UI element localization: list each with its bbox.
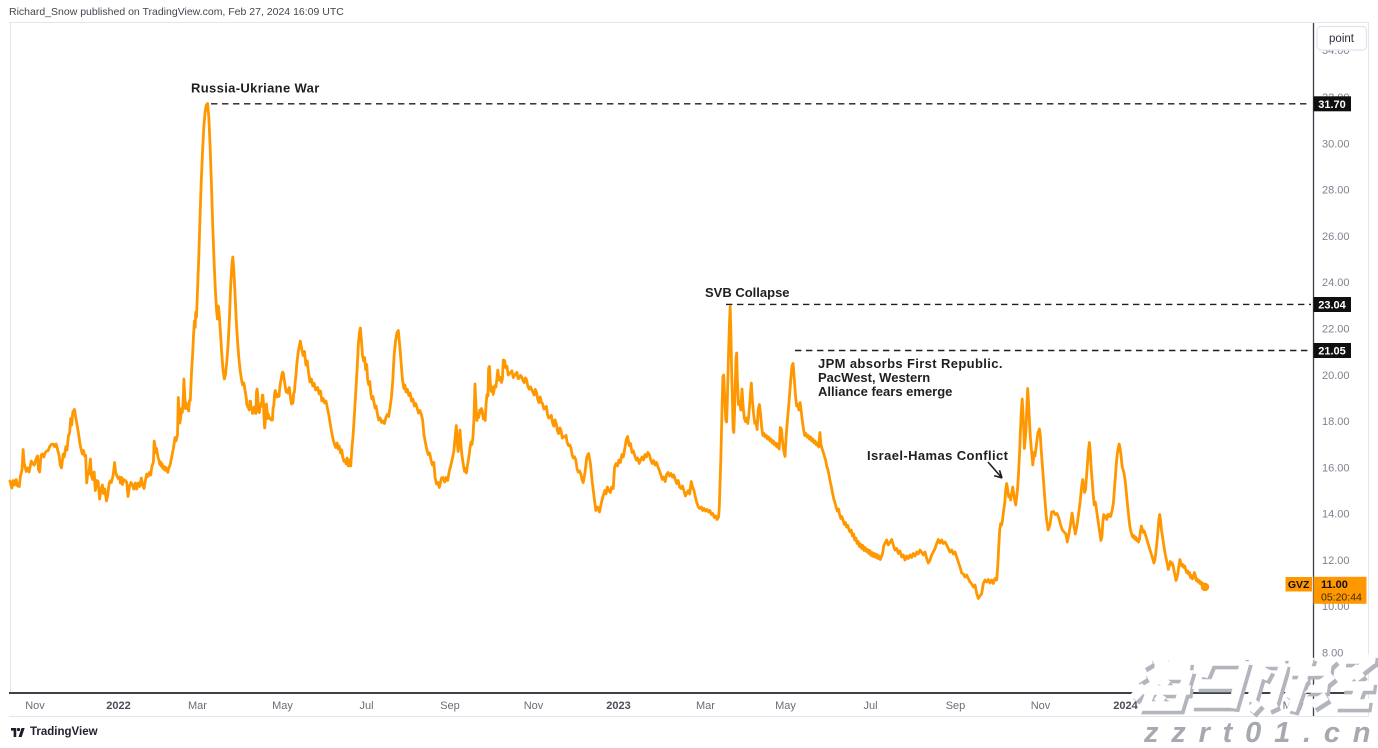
svg-text:18.00: 18.00 — [1322, 416, 1350, 428]
svg-text:14.00: 14.00 — [1322, 509, 1350, 521]
svg-text:31.70: 31.70 — [1318, 99, 1346, 111]
svg-text:2023: 2023 — [606, 700, 630, 712]
svg-text:GVZ: GVZ — [1288, 579, 1310, 591]
svg-text:Alliance fears emerge: Alliance fears emerge — [818, 384, 952, 399]
svg-text:JPM absorbs First Republic.: JPM absorbs First Republic. — [818, 356, 1003, 371]
svg-text:2022: 2022 — [106, 700, 130, 712]
svg-text:28.00: 28.00 — [1322, 185, 1350, 197]
svg-text:24.00: 24.00 — [1322, 277, 1350, 289]
svg-text:05:20:44: 05:20:44 — [1321, 592, 1362, 604]
svg-text:Mar: Mar — [188, 700, 207, 712]
svg-text:16.00: 16.00 — [1322, 462, 1350, 474]
svg-text:26.00: 26.00 — [1322, 231, 1350, 243]
svg-text:Jul: Jul — [359, 700, 373, 712]
svg-text:Sep: Sep — [440, 700, 460, 712]
svg-text:30.00: 30.00 — [1322, 138, 1350, 150]
svg-text:20.00: 20.00 — [1322, 370, 1350, 382]
svg-text:May: May — [272, 700, 293, 712]
svg-text:May: May — [775, 700, 796, 712]
svg-text:Sep: Sep — [946, 700, 966, 712]
svg-text:Nov: Nov — [524, 700, 544, 712]
svg-text:12.00: 12.00 — [1322, 555, 1350, 567]
svg-text:Russia-Ukriane War: Russia-Ukriane War — [191, 81, 320, 96]
svg-text:23.04: 23.04 — [1318, 300, 1346, 312]
svg-text:Jul: Jul — [863, 700, 877, 712]
svg-text:2024: 2024 — [1113, 700, 1138, 712]
svg-text:Nov: Nov — [25, 700, 45, 712]
svg-text:21.05: 21.05 — [1318, 346, 1346, 358]
svg-text:Nov: Nov — [1031, 700, 1051, 712]
svg-text:Mar: Mar — [696, 700, 715, 712]
svg-text:point: point — [1329, 33, 1355, 45]
svg-text:8.00: 8.00 — [1322, 648, 1343, 660]
svg-text:Israel-Hamas Conflict: Israel-Hamas Conflict — [867, 448, 1009, 463]
svg-text:22.00: 22.00 — [1322, 324, 1350, 336]
svg-text:SVB Collapse: SVB Collapse — [705, 285, 790, 300]
svg-text:PacWest, Western: PacWest, Western — [818, 370, 930, 385]
svg-text:11.00: 11.00 — [1321, 579, 1348, 591]
svg-text:10.00: 10.00 — [1322, 601, 1350, 613]
